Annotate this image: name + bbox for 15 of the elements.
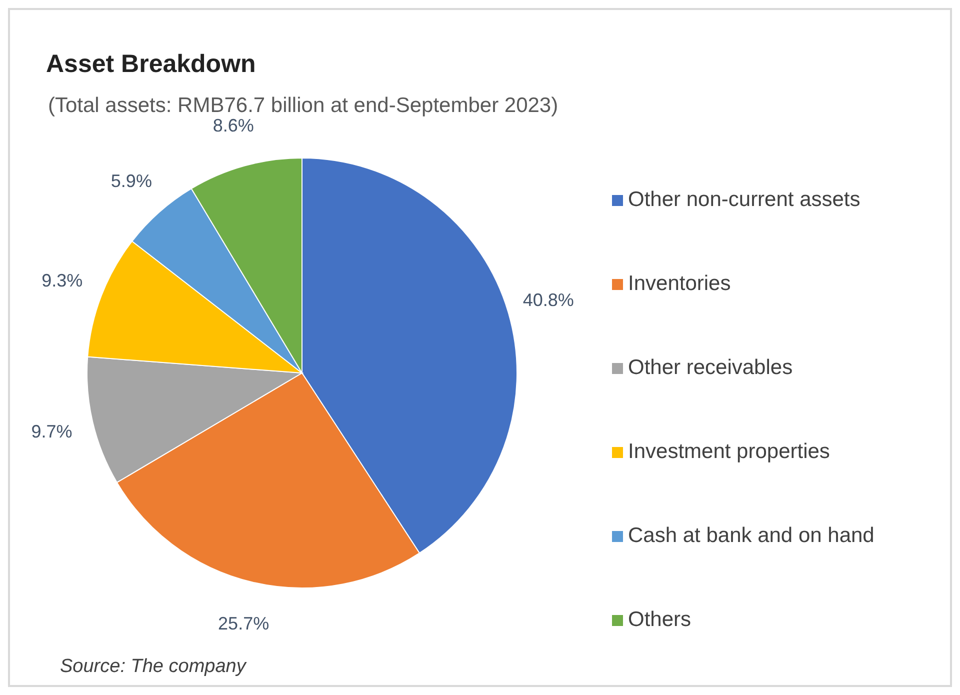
legend-label: Other receivables: [628, 356, 793, 380]
data-label: 25.7%: [218, 613, 270, 634]
legend-label: Inventories: [628, 272, 731, 296]
legend-label: Cash at bank and on hand: [628, 524, 874, 548]
chart-subtitle: (Total assets: RMB76.7 billion at end-September 2023): [48, 94, 558, 118]
legend-label: Investment properties: [628, 440, 830, 464]
data-label: 40.8%: [522, 290, 574, 310]
data-label: 8.6%: [212, 115, 254, 136]
chart-title: Asset Breakdown: [46, 50, 256, 79]
data-label: 9.3%: [42, 270, 83, 291]
data-label: 9.7%: [31, 421, 72, 442]
legend-label: Other non-current assets: [628, 188, 860, 212]
source-note: Source: The company: [60, 656, 246, 678]
legend-label: Others: [628, 608, 692, 632]
data-label: 5.9%: [110, 170, 152, 191]
